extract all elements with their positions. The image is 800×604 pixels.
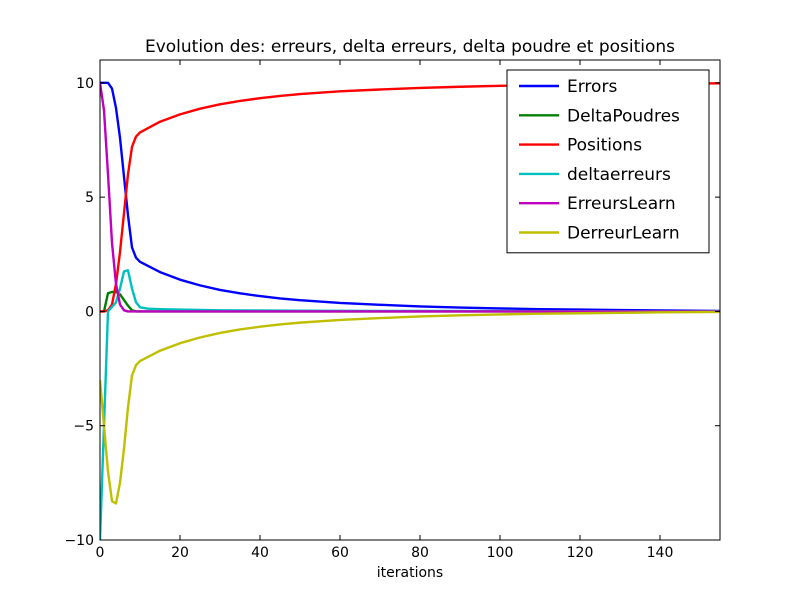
- legend-label: Positions: [567, 136, 642, 156]
- y-tick-label: −5: [73, 419, 94, 435]
- legend-label: ErreursLearn: [567, 194, 676, 214]
- series-line-erreurslearn: [100, 82, 720, 313]
- plot-frame: [99, 59, 721, 541]
- x-axis-label: iterations: [377, 565, 443, 581]
- x-tick-label: 80: [411, 545, 429, 561]
- y-tick-label: 10: [76, 76, 94, 92]
- series-line-derreurlearn: [100, 310, 720, 505]
- legend-label: DerreurLearn: [567, 224, 680, 244]
- x-tick-label: 120: [567, 545, 594, 561]
- legend-label: DeltaPoudres: [567, 106, 680, 126]
- series-line-errors: [100, 81, 720, 313]
- series-lines: [100, 81, 720, 540]
- legend: Errors DeltaPoudres Positions deltaerreurs E…: [506, 69, 710, 254]
- x-tick-label: 20: [171, 545, 189, 561]
- x-tick-label: 40: [251, 545, 269, 561]
- x-tick-label: 0: [96, 545, 105, 561]
- x-tick-label: 100: [487, 545, 514, 561]
- chart-title: Evolution des: erreurs, delta erreurs, d…: [145, 37, 675, 57]
- legend-label: Errors: [567, 77, 617, 97]
- x-tick-label: 60: [331, 545, 349, 561]
- y-tick-label: −10: [64, 533, 94, 549]
- plot-area: 0 20 40 60 80 100 120 140 −10 −5 0 5 10 Errors DeltaPo…: [64, 59, 721, 561]
- legend-box: [506, 69, 710, 254]
- y-tick-label: 5: [85, 190, 94, 206]
- x-tick-label: 140: [647, 545, 674, 561]
- legend-label: deltaerreurs: [567, 165, 671, 185]
- y-tick-label: 0: [85, 304, 94, 320]
